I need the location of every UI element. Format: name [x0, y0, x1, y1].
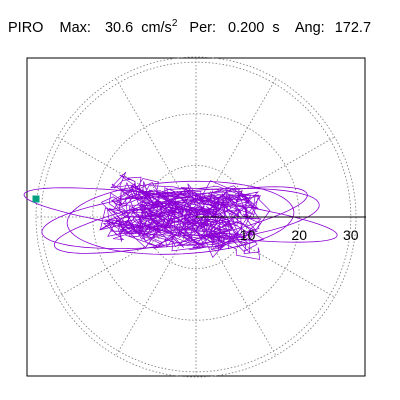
- grid-spoke-5: [57, 136, 197, 218]
- chart-header: PIRO Max: 30.6 cm/s2 Per: 0.200 s Ang: 1…: [8, 14, 371, 36]
- max-unit-exponent: 2: [172, 18, 178, 29]
- max-direction-marker: [32, 195, 40, 203]
- max-label: Max:: [59, 20, 90, 36]
- per-label: Per:: [189, 20, 216, 36]
- trace-path: [99, 171, 271, 260]
- ang-value: 172.7: [335, 20, 371, 36]
- grid-spoke-7: [57, 216, 197, 298]
- motion-trace: [23, 171, 338, 260]
- grid-spoke-2: [195, 78, 277, 218]
- max-unit: cm/s: [141, 20, 172, 36]
- max-value: 30.6: [105, 20, 133, 36]
- grid-spoke-1: [195, 136, 335, 218]
- radial-tick-label-0: 10: [240, 227, 256, 243]
- ang-label: Ang:: [295, 20, 325, 36]
- station-code: PIRO: [8, 20, 43, 36]
- grid-spoke-8: [115, 216, 197, 356]
- grid-spoke-10: [195, 216, 277, 356]
- radial-tick-label-1: 20: [291, 227, 307, 243]
- grid-spoke-11: [195, 216, 335, 298]
- radial-tick-labels: 10 20 30: [240, 227, 359, 243]
- per-value: 0.200: [228, 20, 264, 36]
- per-unit: s: [272, 20, 279, 36]
- trace-loop-3: [53, 186, 308, 254]
- grid-spoke-4: [115, 78, 197, 218]
- radial-tick-label-2: 30: [343, 227, 359, 243]
- markers: [32, 195, 40, 203]
